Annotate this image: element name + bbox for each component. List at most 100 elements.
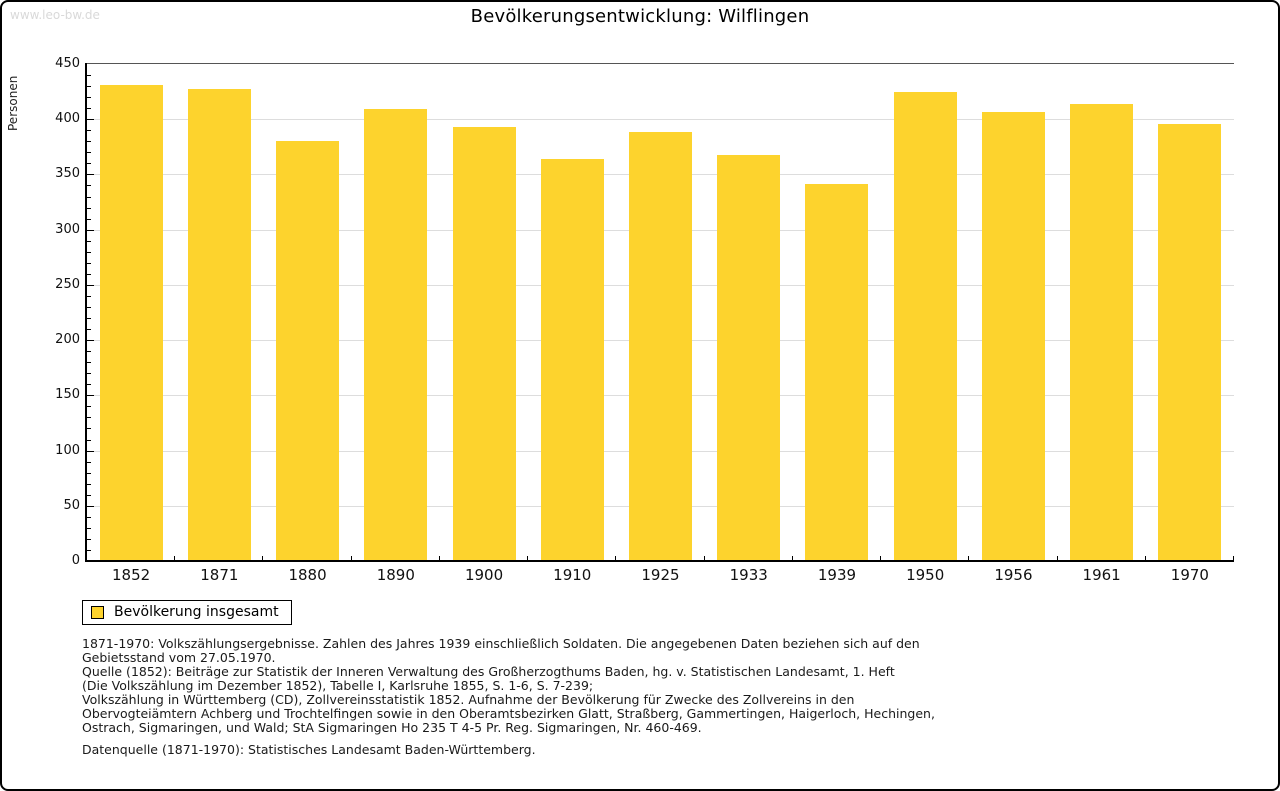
y-minor-tick-10 xyxy=(87,549,91,551)
bar-1871[interactable] xyxy=(187,89,251,561)
x-tick-1 xyxy=(174,556,176,561)
footer-line-4: (Die Volkszählung im Dezember 1852), Tab… xyxy=(82,678,594,693)
y-axis-label-150: 150 xyxy=(55,387,80,403)
legend-swatch-icon xyxy=(91,605,104,619)
legend[interactable]: Bevölkerung insgesamt xyxy=(82,600,292,625)
x-tick-10 xyxy=(968,556,970,561)
y-axis-label-0: 0 xyxy=(71,553,80,568)
y-minor-tick-330 xyxy=(87,196,91,198)
y-minor-tick-360 xyxy=(87,163,91,165)
y-minor-tick-20 xyxy=(87,538,91,540)
y-minor-tick-160 xyxy=(87,384,91,386)
x-tick-11 xyxy=(1056,556,1058,561)
x-tick-9 xyxy=(880,556,882,561)
x-tick-12 xyxy=(1144,556,1146,561)
y-minor-tick-90 xyxy=(87,461,91,463)
plot-top-border xyxy=(87,63,1234,64)
y-major-tick-100 xyxy=(87,450,94,452)
x-axis-label-1890: 1890 xyxy=(376,566,415,584)
y-minor-tick-420 xyxy=(87,97,91,99)
y-minor-tick-310 xyxy=(87,218,91,220)
y-minor-tick-390 xyxy=(87,130,91,132)
y-minor-tick-230 xyxy=(87,306,91,308)
x-tick-2 xyxy=(262,556,264,561)
x-axis-label-1933: 1933 xyxy=(729,566,768,584)
y-axis-label-250: 250 xyxy=(55,276,80,292)
gridline-400 xyxy=(87,119,1234,121)
y-axis-line xyxy=(85,63,87,562)
y-axis-title: Personen xyxy=(6,75,20,131)
y-major-tick-250 xyxy=(87,284,94,286)
y-minor-tick-430 xyxy=(87,86,91,88)
y-axis-label-350: 350 xyxy=(55,166,80,182)
x-axis-label-1956: 1956 xyxy=(994,566,1033,584)
y-axis-label-400: 400 xyxy=(55,111,80,127)
legend-label: Bevölkerung insgesamt xyxy=(114,604,279,620)
y-minor-tick-370 xyxy=(87,152,91,154)
footer-line-3: Quelle (1852): Beiträge zur Statistik de… xyxy=(82,664,895,679)
watermark-url: www.leo-bw.de xyxy=(10,8,100,22)
bar-1956[interactable] xyxy=(981,111,1045,561)
bar-1950[interactable] xyxy=(893,91,957,561)
footer-line-1: 1871-1970: Volkszählungsergebnisse. Zahl… xyxy=(82,636,920,651)
y-minor-tick-380 xyxy=(87,141,91,143)
x-axis-label-1871: 1871 xyxy=(200,566,239,584)
y-major-tick-150 xyxy=(87,395,94,397)
x-axis-label-1970: 1970 xyxy=(1170,566,1209,584)
y-minor-tick-30 xyxy=(87,527,91,529)
bar-1890[interactable] xyxy=(364,109,428,561)
y-major-tick-400 xyxy=(87,119,94,121)
y-axis-label-100: 100 xyxy=(55,442,80,458)
x-tick-4 xyxy=(438,556,440,561)
x-axis-label-1961: 1961 xyxy=(1082,566,1121,584)
bar-1933[interactable] xyxy=(717,154,781,561)
bar-1852[interactable] xyxy=(99,85,163,561)
x-axis-label-1880: 1880 xyxy=(288,566,327,584)
bar-1970[interactable] xyxy=(1158,123,1222,561)
y-axis-label-300: 300 xyxy=(55,221,80,237)
x-axis-label-1939: 1939 xyxy=(817,566,857,584)
y-minor-tick-220 xyxy=(87,318,91,320)
bar-1880[interactable] xyxy=(276,141,340,561)
y-minor-tick-170 xyxy=(87,373,91,375)
y-axis-label-50: 50 xyxy=(63,497,80,513)
plot-area xyxy=(87,64,1234,561)
y-minor-tick-410 xyxy=(87,108,91,110)
x-axis-label-1925: 1925 xyxy=(641,566,680,584)
x-tick-13 xyxy=(1233,556,1234,561)
footer-notes: 1871-1970: Volkszählungsergebnisse. Zahl… xyxy=(82,637,935,735)
y-major-tick-50 xyxy=(87,505,94,507)
bar-1910[interactable] xyxy=(540,158,604,561)
x-axis-label-1852: 1852 xyxy=(112,566,151,584)
y-axis-label-200: 200 xyxy=(55,332,80,348)
x-tick-7 xyxy=(703,556,705,561)
x-axis-label-1910: 1910 xyxy=(553,566,592,584)
bar-1939[interactable] xyxy=(805,184,869,561)
footer-line-2: Gebietsstand vom 27.05.1970. xyxy=(82,650,276,665)
y-minor-tick-340 xyxy=(87,185,91,187)
x-tick-6 xyxy=(615,556,617,561)
y-minor-tick-270 xyxy=(87,262,91,264)
x-axis-line xyxy=(85,560,1234,562)
y-major-tick-200 xyxy=(87,340,94,342)
y-minor-tick-190 xyxy=(87,351,91,353)
y-major-tick-300 xyxy=(87,229,94,231)
y-minor-tick-40 xyxy=(87,516,91,518)
x-tick-5 xyxy=(527,556,529,561)
bar-1900[interactable] xyxy=(452,126,516,561)
y-minor-tick-240 xyxy=(87,295,91,297)
bar-1925[interactable] xyxy=(629,132,692,561)
x-tick-3 xyxy=(350,556,352,561)
y-minor-tick-80 xyxy=(87,472,91,474)
y-minor-tick-110 xyxy=(87,439,91,441)
y-minor-tick-70 xyxy=(87,483,91,485)
y-minor-tick-440 xyxy=(87,75,91,77)
y-minor-tick-180 xyxy=(87,362,91,364)
x-axis-label-1900: 1900 xyxy=(464,566,504,584)
chart-title: Bevölkerungsentwicklung: Wilflingen xyxy=(470,6,810,27)
y-minor-tick-210 xyxy=(87,329,91,331)
footer-line-7: Ostrach, Sigmaringen, und Wald; StA Sigm… xyxy=(82,720,702,735)
datasource-note: Datenquelle (1871-1970): Statistisches L… xyxy=(82,742,536,757)
bar-1961[interactable] xyxy=(1070,103,1134,561)
